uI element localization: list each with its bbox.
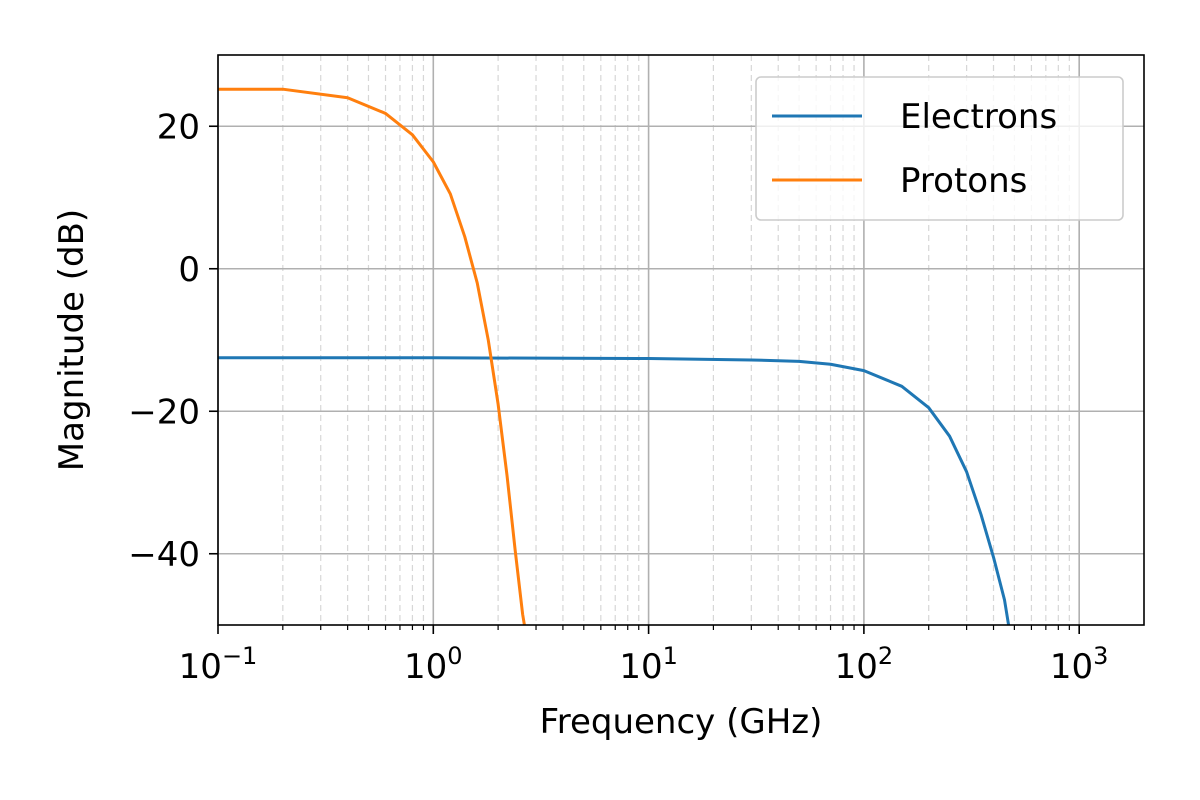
- x-tick-label: 103: [1050, 642, 1109, 687]
- y-tick-label: 20: [157, 107, 200, 147]
- minor-grid: [282, 55, 1070, 625]
- x-tick-label: 102: [835, 642, 894, 687]
- plot-area-frame: [217, 54, 1145, 626]
- series-line-protons: [218, 87, 526, 625]
- plot-lines: [218, 87, 1011, 625]
- x-tick-label: 100: [404, 642, 463, 687]
- legend: Electrons Protons: [755, 76, 1124, 221]
- y-axis-ticks: 20 0 −20 −40: [128, 107, 218, 575]
- x-tick-label: 10−1: [179, 642, 258, 687]
- x-axis-label: Frequency (GHz): [540, 702, 823, 742]
- legend-box: [755, 76, 1124, 221]
- legend-label-protons: Protons: [900, 161, 1027, 201]
- y-tick-label: −20: [128, 392, 200, 432]
- y-tick-label: −40: [128, 535, 200, 575]
- series-line-electrons: [218, 356, 1011, 625]
- y-tick-label: 0: [178, 250, 200, 290]
- x-tick-label: 101: [619, 642, 678, 687]
- legend-label-electrons: Electrons: [900, 97, 1057, 137]
- x-axis-ticks: 10−1 100 101 102 103: [179, 625, 1109, 687]
- y-axis-label: Magnitude (dB): [52, 209, 92, 471]
